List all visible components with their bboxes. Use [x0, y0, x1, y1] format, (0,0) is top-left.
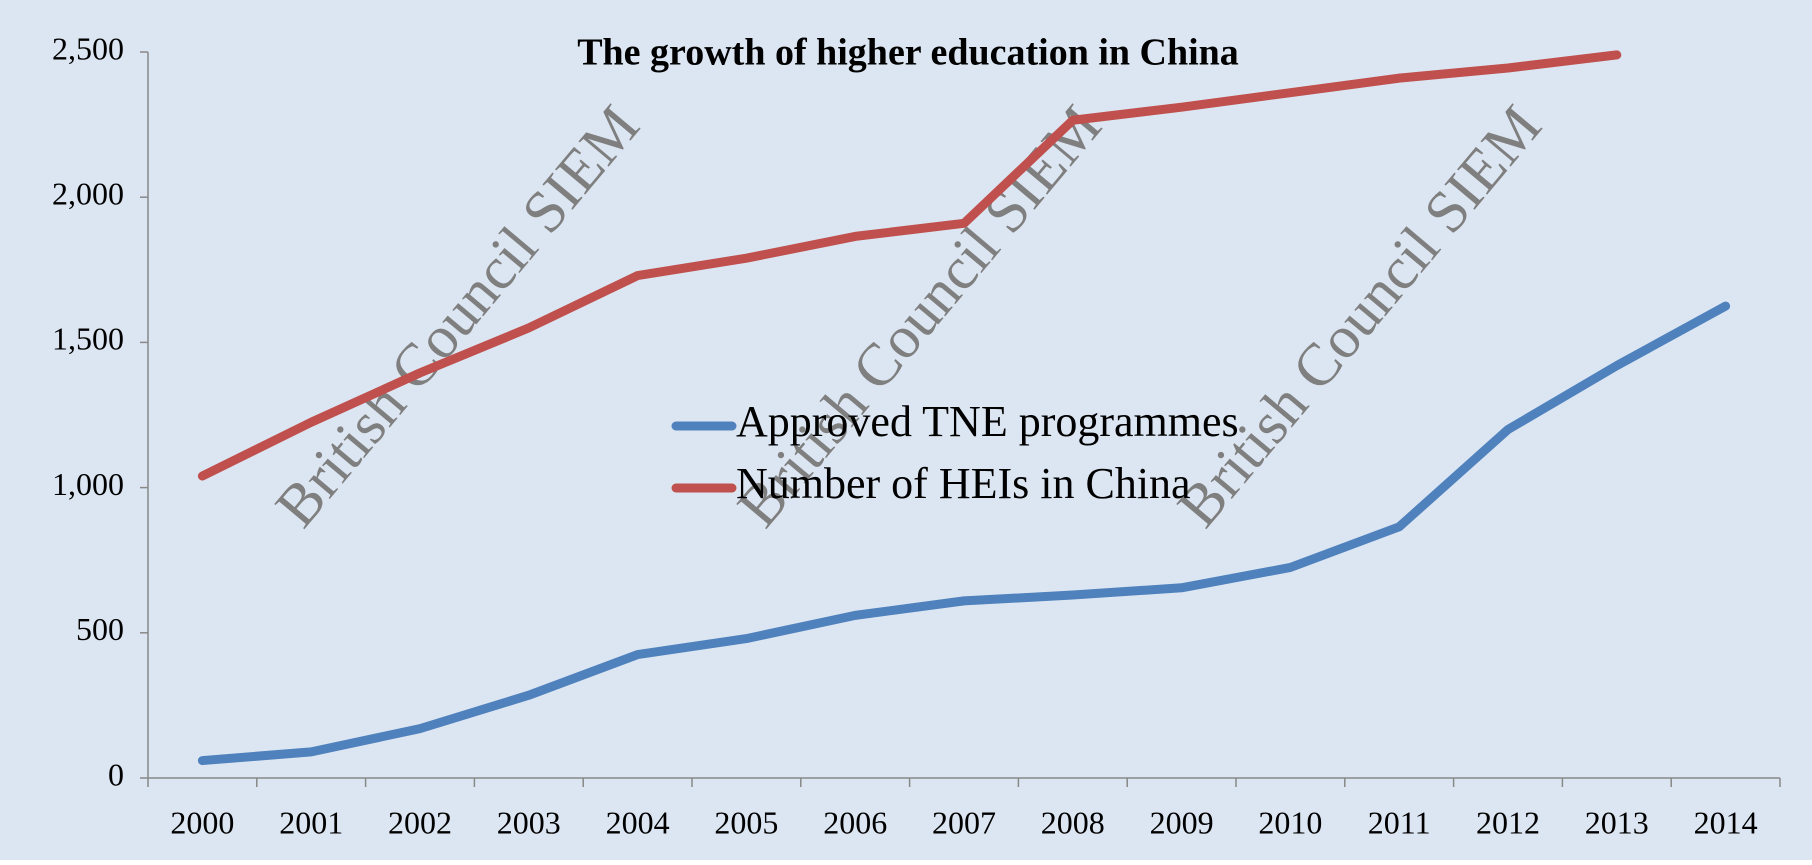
- x-tick-label: 2013: [1585, 804, 1649, 840]
- x-tick-label: 2012: [1476, 804, 1540, 840]
- y-tick-label: 1,000: [52, 466, 124, 502]
- x-tick-label: 2005: [714, 804, 778, 840]
- x-tick-label: 2003: [497, 804, 561, 840]
- x-tick-label: 2007: [932, 804, 996, 840]
- y-tick-label: 0: [108, 756, 124, 792]
- chart-title: The growth of higher education in China: [577, 32, 1239, 74]
- y-tick-label: 500: [76, 611, 124, 647]
- series-line: [197, 301, 1731, 766]
- x-tick-label: 2009: [1150, 804, 1214, 840]
- x-tick-label: 2010: [1258, 804, 1322, 840]
- y-tick-label: 2,000: [52, 176, 124, 212]
- legend-label: Number of HEIs in China: [736, 459, 1191, 508]
- x-tick-label: 2002: [388, 804, 452, 840]
- x-tick-label: 2011: [1368, 804, 1431, 840]
- x-tick-label: 2000: [170, 804, 234, 840]
- x-tick-label: 2014: [1694, 804, 1758, 840]
- x-tick-label: 2008: [1041, 804, 1105, 840]
- x-tick-label: 2004: [606, 804, 670, 840]
- x-tick-label: 2001: [279, 804, 343, 840]
- y-tick-label: 2,500: [52, 30, 124, 66]
- x-tick-label: 2006: [823, 804, 887, 840]
- series-line: [197, 50, 1622, 481]
- legend-label: Approved TNE programmes: [736, 397, 1239, 446]
- y-tick-label: 1,500: [52, 321, 124, 357]
